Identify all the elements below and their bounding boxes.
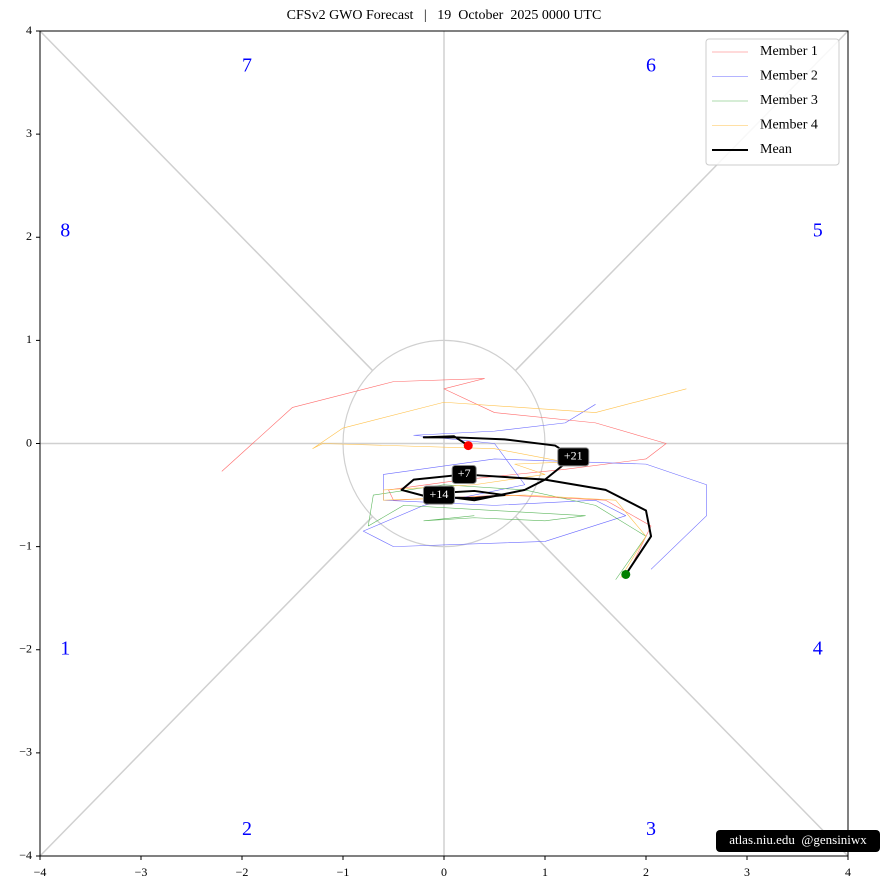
diagonal-line <box>514 515 849 857</box>
phase-label: 6 <box>646 55 656 77</box>
day-box <box>557 447 590 467</box>
legend-label: Member 1 <box>760 44 818 59</box>
day-label: +7 <box>458 466 471 480</box>
x-tick-label: 2 <box>643 865 649 879</box>
x-tick-label: −3 <box>135 865 148 879</box>
legend-label: Member 3 <box>760 93 818 108</box>
x-tick-label: 1 <box>542 865 548 879</box>
phase-label: 3 <box>646 818 656 840</box>
diagonal-line <box>39 30 374 372</box>
y-tick-label: 3 <box>26 126 32 140</box>
y-tick-label: 0 <box>26 435 32 449</box>
y-tick-label: −3 <box>19 745 32 759</box>
x-tick-label: −2 <box>236 865 249 879</box>
watermark-box <box>716 830 880 852</box>
point-marker <box>621 569 631 579</box>
y-tick-label: −2 <box>19 642 32 656</box>
y-tick-label: −1 <box>19 538 32 552</box>
series-line <box>312 388 687 578</box>
legend-box <box>705 38 840 166</box>
y-tick-label: −4 <box>19 848 32 862</box>
series-line <box>400 435 653 576</box>
y-tick-label: 1 <box>26 332 32 346</box>
phase-label: 7 <box>242 55 252 77</box>
y-tick-label: 2 <box>26 229 32 243</box>
day-box <box>422 485 455 505</box>
x-tick-label: 3 <box>744 865 750 879</box>
phase-label: 1 <box>60 637 70 659</box>
x-tick-label: −4 <box>34 865 47 879</box>
phase-label: 2 <box>242 818 252 840</box>
diagonal-line <box>39 515 374 857</box>
legend-label: Member 2 <box>760 69 818 84</box>
series-line <box>367 484 647 580</box>
phase-label: 5 <box>813 220 823 242</box>
day-box <box>451 464 477 484</box>
x-tick-label: 0 <box>441 865 447 879</box>
day-label: +14 <box>430 487 449 501</box>
legend-label: Member 4 <box>760 118 818 133</box>
legend-label: Mean <box>760 142 792 157</box>
chart-title: CFSv2 GWO Forecast | 19 October 2025 000… <box>287 8 602 23</box>
phase-label: 8 <box>60 220 70 242</box>
watermark: atlas.niu.edu @gensiniwx <box>729 832 867 847</box>
x-tick-label: 4 <box>845 865 851 879</box>
phase-label: 4 <box>813 637 823 659</box>
series-line <box>221 378 667 568</box>
x-tick-label: −1 <box>337 865 350 879</box>
point-marker <box>463 441 473 451</box>
y-tick-label: 4 <box>26 23 32 37</box>
day-label: +21 <box>564 449 583 463</box>
